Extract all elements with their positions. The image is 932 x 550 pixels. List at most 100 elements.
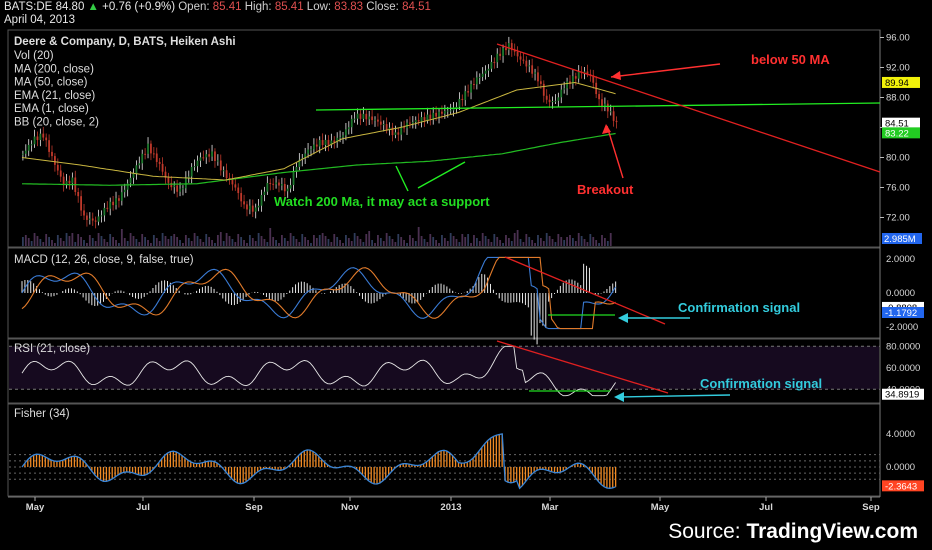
candle-body xyxy=(417,120,420,122)
volume-bar xyxy=(283,238,286,246)
candle-body xyxy=(455,106,458,108)
volume-bar xyxy=(371,240,373,246)
candle-body xyxy=(394,132,397,136)
candle-body xyxy=(519,56,522,60)
candle-body xyxy=(263,191,266,195)
candle-body xyxy=(458,98,461,107)
annotation-arrow-ma xyxy=(610,63,721,78)
volume-bar xyxy=(420,236,423,246)
volume-bar xyxy=(510,241,513,246)
volume-bar xyxy=(595,240,598,246)
candle-body xyxy=(557,97,560,101)
macd-tick-label: -2.0000 xyxy=(886,322,918,333)
volume-bar xyxy=(438,243,440,246)
volume-bar xyxy=(452,236,455,246)
volume-bar xyxy=(513,233,516,246)
volume-bar xyxy=(577,233,580,246)
volume-bar xyxy=(94,241,97,246)
rsi-annotation: Confirmation signal xyxy=(700,376,822,391)
candle-body xyxy=(83,210,85,216)
price-tick-label: 76.00 xyxy=(886,183,910,194)
volume-bar xyxy=(397,234,400,246)
volume-bar xyxy=(62,241,65,246)
candle-body xyxy=(129,177,132,184)
volume-bar xyxy=(100,236,103,246)
candle-body xyxy=(522,59,525,61)
candle-body xyxy=(152,153,155,155)
candle-body xyxy=(420,117,423,122)
candle-body xyxy=(272,183,275,185)
candle-body xyxy=(71,177,74,184)
candle-body xyxy=(563,88,566,90)
candle-body xyxy=(397,132,400,135)
candle-body xyxy=(199,157,202,161)
volume-bar xyxy=(350,241,353,246)
candle-body xyxy=(30,144,33,146)
volume-bar xyxy=(609,233,612,246)
volume-bar xyxy=(449,233,452,246)
candle-body xyxy=(251,205,254,212)
candle-body xyxy=(414,120,417,123)
candle-body xyxy=(586,71,589,75)
volume-bar xyxy=(545,233,548,246)
candle-body xyxy=(566,81,568,89)
open-value: 85.41 xyxy=(212,1,242,13)
volume-bar xyxy=(324,236,327,246)
annotation-breakout: Breakout xyxy=(577,182,634,197)
volume-bar xyxy=(502,243,504,246)
volume-bar xyxy=(193,233,196,246)
volume-bar xyxy=(368,231,371,246)
candle-body xyxy=(525,60,528,67)
volume-bar xyxy=(231,239,234,246)
candle-body xyxy=(342,135,344,138)
time-tick-label: 2013 xyxy=(440,502,461,513)
candle-body xyxy=(48,140,50,152)
candle-body xyxy=(208,154,211,157)
time-tick-label: Sep xyxy=(245,502,263,513)
volume-bar xyxy=(353,233,356,246)
macd-downtrend xyxy=(504,256,666,325)
rsi-tick-label: 60.0000 xyxy=(886,363,920,374)
volume-bar xyxy=(179,240,181,246)
candle-body xyxy=(475,77,478,85)
candle-body xyxy=(574,76,577,79)
volume-bar xyxy=(598,243,600,246)
candle-body xyxy=(310,149,312,151)
candle-body xyxy=(461,98,464,101)
volume-bar xyxy=(345,235,347,246)
volume-bar xyxy=(83,240,85,246)
volume-bar xyxy=(211,240,213,246)
candle-body xyxy=(42,133,45,138)
candle-body xyxy=(292,171,295,186)
candle-body xyxy=(487,68,490,71)
volume-bar xyxy=(347,238,350,246)
macd-badge xyxy=(882,306,924,318)
arrowhead-icon xyxy=(602,124,611,134)
candle-body xyxy=(295,166,298,172)
candle-body xyxy=(289,185,292,189)
volume-bar xyxy=(141,234,144,246)
candle-body xyxy=(24,150,27,154)
volume-bar xyxy=(275,240,277,246)
volume-bar xyxy=(176,237,179,246)
candle-body xyxy=(377,119,379,122)
candle-body xyxy=(54,156,56,165)
volume-bar xyxy=(336,237,339,246)
candle-body xyxy=(167,177,170,183)
volume-bar xyxy=(359,239,362,246)
candle-body xyxy=(170,182,173,188)
volume-bar xyxy=(379,238,382,246)
volume-bar xyxy=(286,241,289,246)
volume-bar xyxy=(484,236,487,246)
candle-body xyxy=(327,139,330,145)
candle-body xyxy=(280,184,283,186)
volume-bar xyxy=(414,241,417,246)
candle-body xyxy=(164,171,167,178)
volume-bar xyxy=(45,234,48,246)
candle-body xyxy=(449,110,452,112)
candle-body xyxy=(234,184,237,188)
volume-bar xyxy=(257,233,260,246)
candle-body xyxy=(545,95,548,100)
volume-bar xyxy=(243,240,245,246)
